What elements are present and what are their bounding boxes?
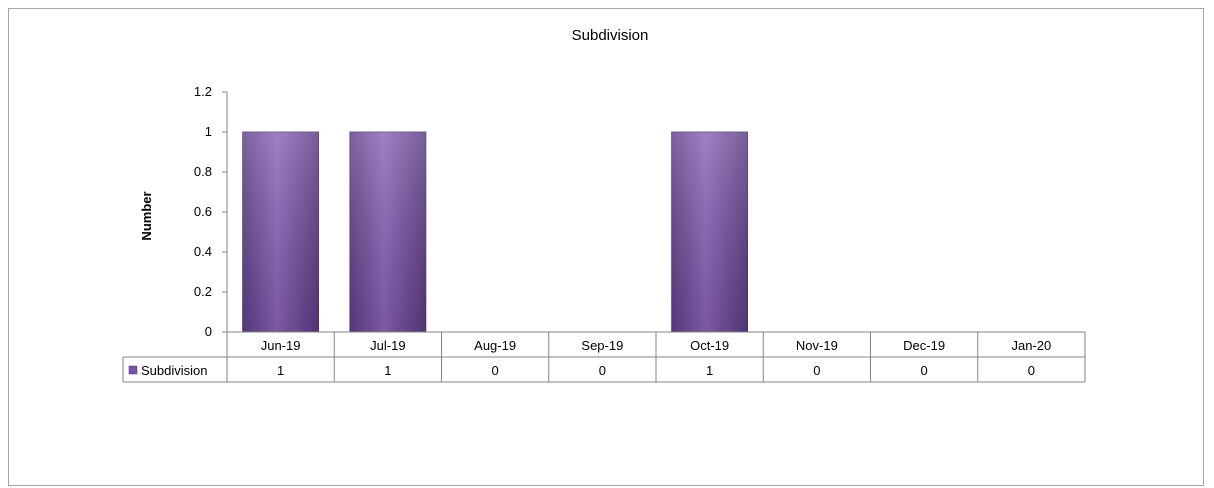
y-tick-label: 1 [205, 124, 212, 139]
x-tick-label: Jan-20 [1012, 338, 1052, 353]
bar-shading [349, 132, 426, 332]
chart-frame [8, 8, 1204, 486]
y-tick-label: 0.8 [194, 164, 212, 179]
bar-series [242, 131, 749, 333]
data-table-value: 0 [813, 363, 820, 378]
x-tick-label: Jul-19 [370, 338, 405, 353]
x-tick-label: Dec-19 [903, 338, 945, 353]
x-tick-label: Jun-19 [261, 338, 301, 353]
data-table-value: 0 [492, 363, 499, 378]
y-tick-label: 1.2 [194, 84, 212, 99]
y-tick-label: 0.4 [194, 244, 212, 259]
data-table-value: 1 [706, 363, 713, 378]
bar-shading [242, 132, 319, 332]
x-tick-label: Sep-19 [581, 338, 623, 353]
data-table-value: 1 [384, 363, 391, 378]
y-tick-label: 0 [205, 324, 212, 339]
chart-title: Subdivision [572, 27, 649, 44]
data-table-value: 1 [277, 363, 284, 378]
legend-swatch [128, 365, 138, 375]
y-axis-label: Number [139, 191, 154, 240]
y-tick-label: 0.6 [194, 204, 212, 219]
y-tick-label: 0.2 [194, 284, 212, 299]
data-table-value: 0 [921, 363, 928, 378]
data-table-value: 0 [1028, 363, 1035, 378]
legend-label: Subdivision [141, 363, 208, 378]
data-table-value: 0 [599, 363, 606, 378]
bar-shading [671, 132, 748, 332]
x-tick-label: Aug-19 [474, 338, 516, 353]
x-tick-label: Nov-19 [796, 338, 838, 353]
data-table: Jun-19 Jul-19 Aug-19 Sep-19 Oct-19 Nov-19 Dec-… [122, 332, 1086, 383]
x-tick-label: Oct-19 [690, 338, 729, 353]
y-axis: 0 0.2 0.4 0.6 0.8 1 1.2 [194, 84, 227, 339]
